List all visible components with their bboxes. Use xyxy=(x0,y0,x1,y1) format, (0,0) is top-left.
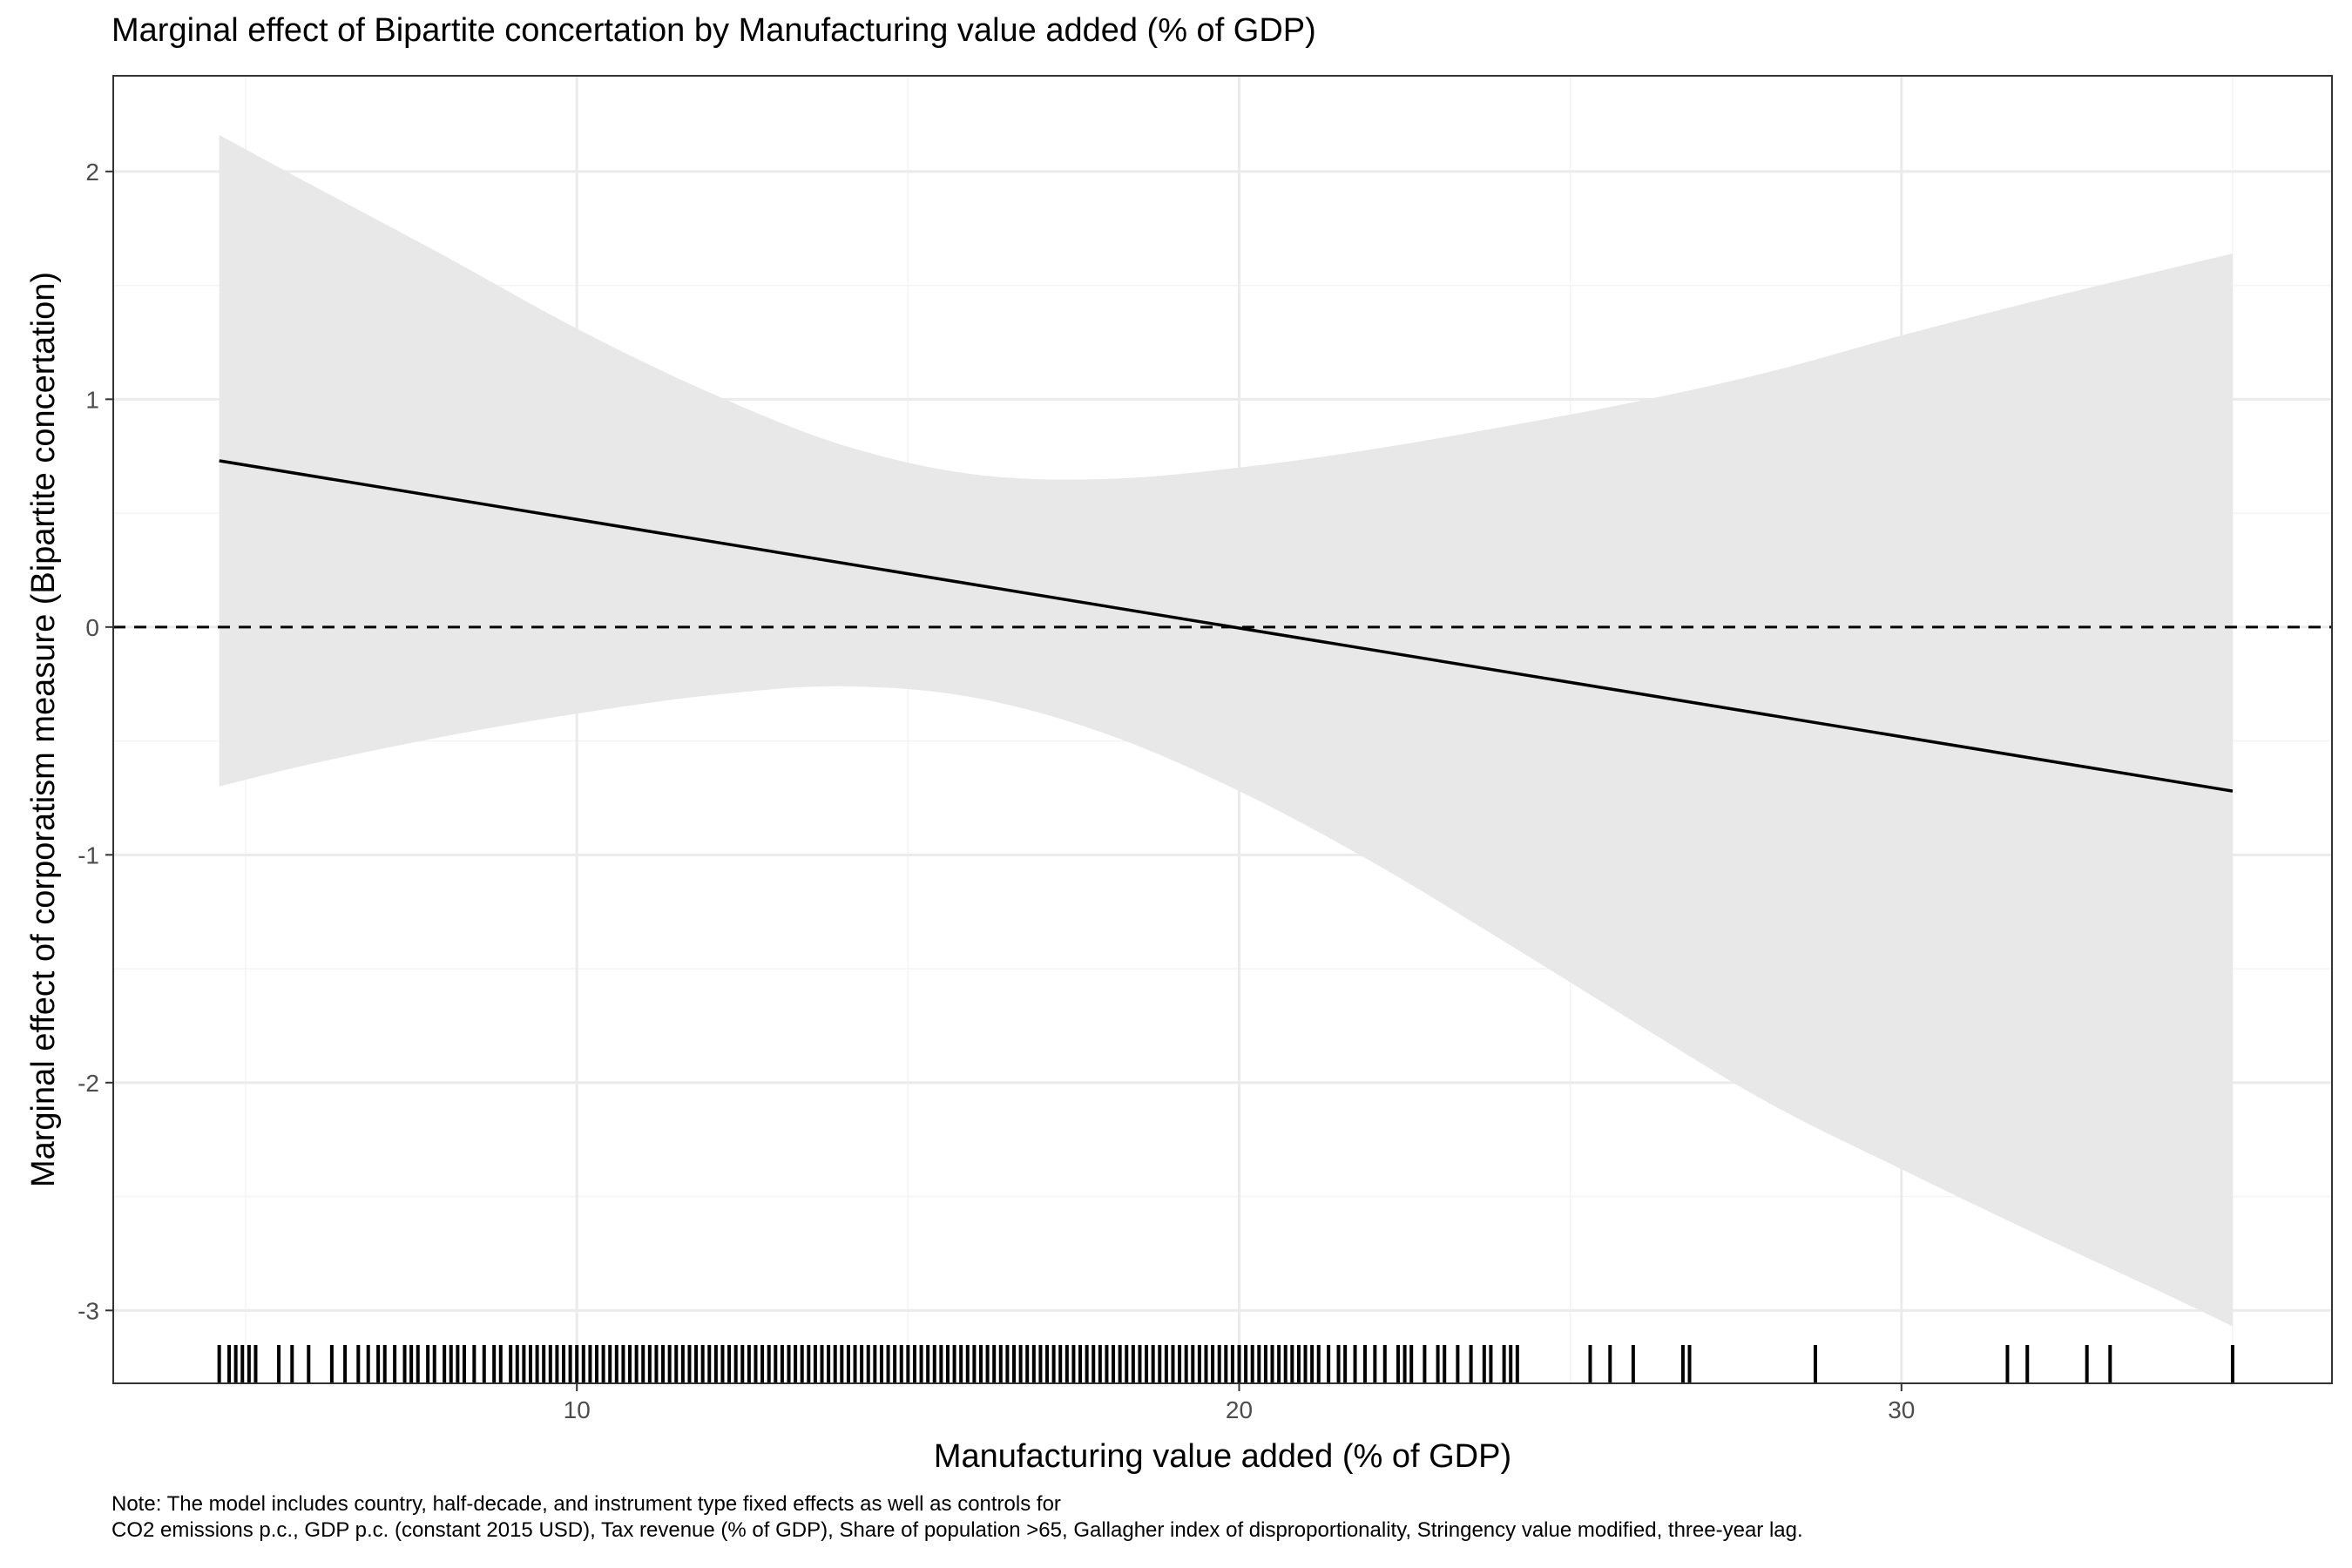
footnote-line-1: Note: The model includes country, half-d… xyxy=(112,1492,1061,1516)
y-axis-title: Marginal effect of corporatism measure (… xyxy=(25,272,62,1187)
x-tick-label: 20 xyxy=(1226,1396,1253,1423)
y-tick-label: -2 xyxy=(78,1070,99,1097)
x-axis-title: Manufacturing value added (% of GDP) xyxy=(934,1438,1511,1475)
chart-title: Marginal effect of Bipartite concertatio… xyxy=(112,12,1316,49)
marginal-effect-line xyxy=(219,459,2234,793)
confidence-band xyxy=(219,134,2233,1327)
y-tick-label: 0 xyxy=(85,614,99,641)
x-axis: 10 20 30 xyxy=(564,1383,1915,1423)
y-tick-label: -1 xyxy=(78,841,99,868)
effect-line-group xyxy=(219,459,2234,793)
y-tick-label: 2 xyxy=(85,159,99,186)
panel-border xyxy=(112,75,2333,1384)
rug-group xyxy=(217,1345,2234,1383)
footnote: Note: The model includes country, half-d… xyxy=(112,1491,1803,1544)
x-tick-label: 10 xyxy=(564,1396,591,1423)
x-tick-label: 30 xyxy=(1888,1396,1915,1423)
y-tick-label: 1 xyxy=(85,386,99,413)
y-axis: 2 1 0 -1 -2 -3 xyxy=(78,159,113,1324)
footnote-line-2: CO2 emissions p.c., GDP p.c. (constant 2… xyxy=(112,1518,1803,1542)
confidence-band-group xyxy=(219,134,2233,1327)
y-tick-label: -3 xyxy=(78,1297,99,1324)
